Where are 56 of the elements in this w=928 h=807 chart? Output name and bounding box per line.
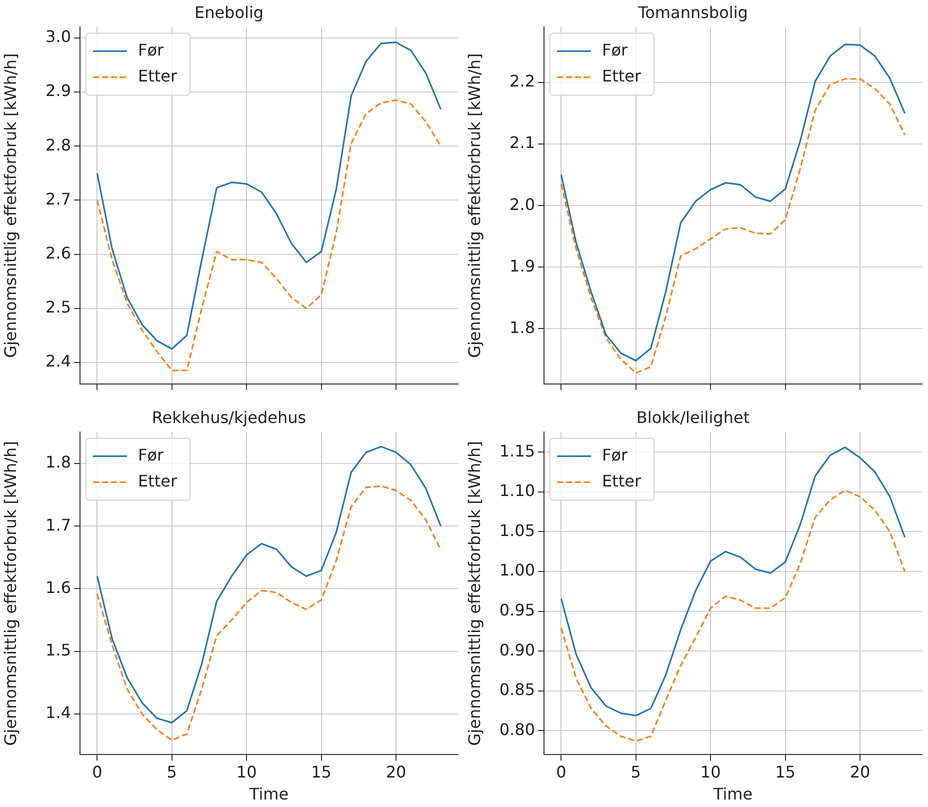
y-axis-title: Gjennomsnittlig effektforbruk [kWh/h] <box>464 441 484 746</box>
legend-label: Før <box>138 40 164 60</box>
y-tick-label: 2.6 <box>46 243 71 262</box>
y-tick-label: 1.8 <box>510 318 535 337</box>
y-tick-label: 1.7 <box>46 515 71 534</box>
legend-label: Før <box>138 445 164 464</box>
y-tick-label: 1.05 <box>499 520 535 540</box>
y-tick-label: 1.5 <box>46 640 71 660</box>
y-tick-label: 0.80 <box>499 720 535 739</box>
y-tick-label: 2.7 <box>46 189 71 208</box>
line-series <box>96 99 442 372</box>
x-tick-label: 10 <box>236 762 257 782</box>
y-tick-label: 3.0 <box>46 27 71 46</box>
y-tick-label: 1.10 <box>499 481 535 500</box>
chart-title: Enebolig <box>194 2 264 22</box>
y-tick-label: 1.8 <box>46 452 71 472</box>
y-tick-label: 2.1 <box>510 133 535 152</box>
chart-title: Blokk/leilighet <box>636 408 750 427</box>
y-tick-label: 0.90 <box>499 640 535 660</box>
y-tick-label: 1.9 <box>510 256 535 276</box>
y-axis-title: Gjennomsnittlig effektforbruk [kWh/h] <box>0 441 20 746</box>
line-series <box>560 490 906 742</box>
legend-label: Etter <box>138 471 178 490</box>
y-tick-label: 1.15 <box>499 441 535 460</box>
x-tick-label: 15 <box>775 762 796 782</box>
chart-title: Tomannsbolig <box>637 2 748 22</box>
y-tick-label: 0.95 <box>499 600 535 620</box>
x-tick-label: 0 <box>556 762 566 782</box>
legend-label: Etter <box>602 471 642 490</box>
line-series <box>96 485 442 741</box>
y-tick-label: 2.5 <box>46 297 71 316</box>
x-tick-label: 10 <box>700 762 721 782</box>
legend-label: Før <box>602 40 628 60</box>
x-axis-title: Time <box>248 784 289 804</box>
x-tick-label: 5 <box>166 762 177 782</box>
y-tick-label: 1.00 <box>499 560 535 580</box>
y-tick-label: 0.85 <box>499 680 535 700</box>
x-axis-title: Time <box>712 784 753 804</box>
y-axis-title: Gjennomsnittlig effektforbruk [kWh/h] <box>464 53 484 358</box>
x-tick-label: 0 <box>92 762 102 782</box>
y-tick-label: 1.4 <box>46 703 71 722</box>
x-tick-label: 20 <box>386 762 406 782</box>
x-tick-label: 15 <box>311 762 332 782</box>
x-tick-label: 5 <box>630 762 641 782</box>
y-axis-title: Gjennomsnittlig effektforbruk [kWh/h] <box>0 53 20 358</box>
y-tick-label: 2.4 <box>46 352 71 371</box>
chart-title: Rekkehus/kjedehus <box>152 408 306 427</box>
y-tick-label: 1.6 <box>46 578 71 597</box>
y-tick-label: 2.0 <box>510 194 535 214</box>
x-tick-label: 20 <box>850 762 870 782</box>
legend-label: Etter <box>602 66 642 86</box>
y-tick-label: 2.2 <box>510 72 535 91</box>
legend-label: Før <box>602 445 628 464</box>
y-tick-label: 2.8 <box>46 135 71 154</box>
legend-label: Etter <box>138 66 178 86</box>
y-tick-label: 2.9 <box>46 81 71 100</box>
